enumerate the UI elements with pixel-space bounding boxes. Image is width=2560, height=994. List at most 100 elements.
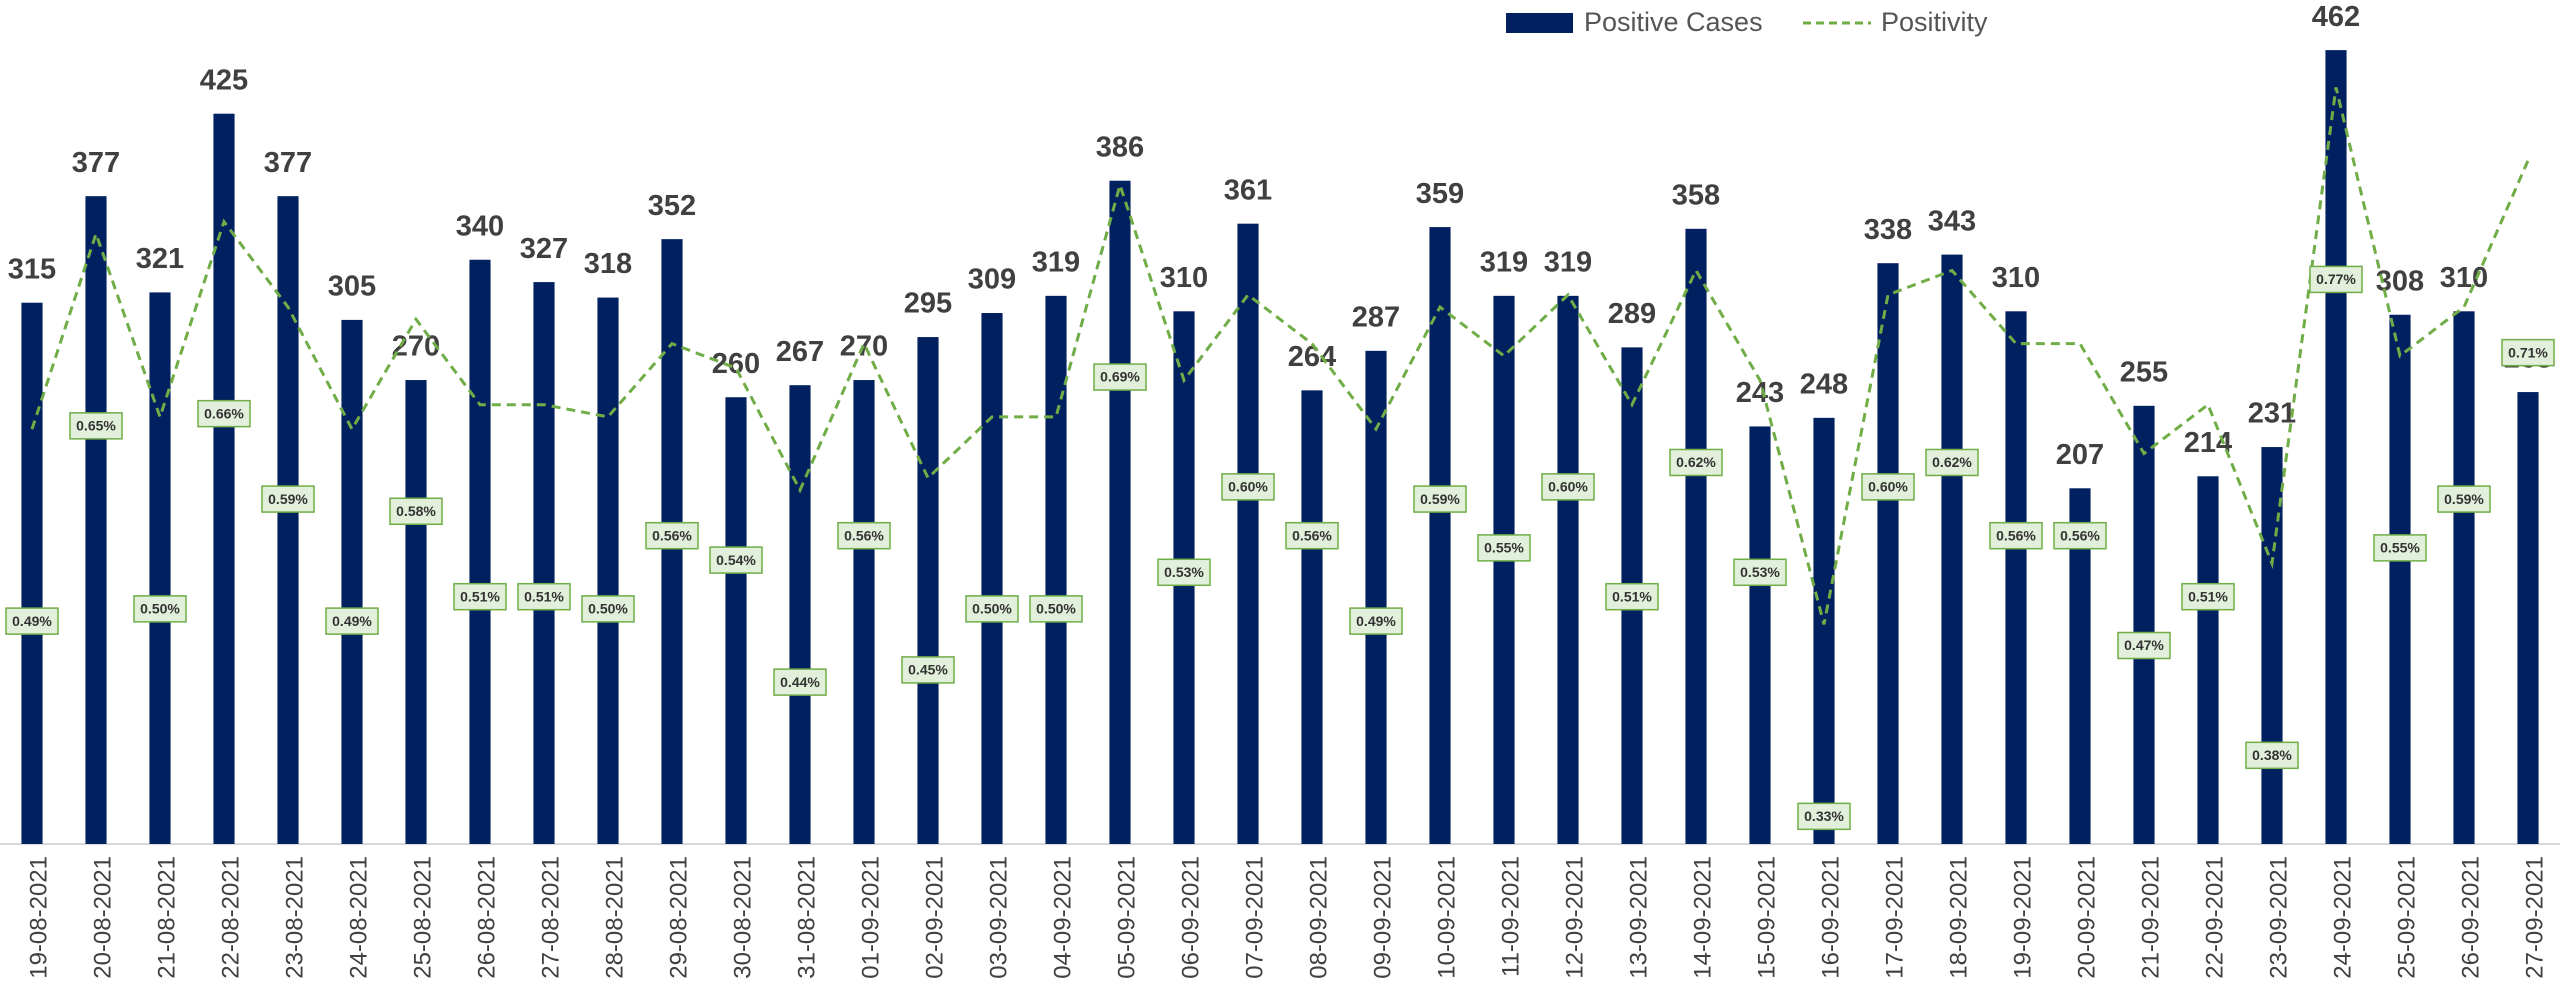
data-label: 0.56% xyxy=(1292,527,1332,543)
x-tick-label: 08-09-2021 xyxy=(1305,856,1332,979)
data-label-box xyxy=(2437,485,2491,513)
data-label-box xyxy=(837,521,891,550)
data-label-box xyxy=(2373,534,2427,562)
data-label-box xyxy=(197,399,251,428)
data-label: 0.51% xyxy=(1612,588,1652,604)
data-label-box xyxy=(1797,802,1851,831)
x-tick-label: 31-08-2021 xyxy=(793,856,820,979)
x-tick: 14-09-2021 xyxy=(1689,856,1716,979)
bar-label: 377 xyxy=(264,147,312,179)
bar xyxy=(341,319,363,844)
data-label: 0.53% xyxy=(1164,564,1204,580)
x-tick: 19-09-2021 xyxy=(2009,856,2036,979)
x-tick: 20-08-2021 xyxy=(89,856,116,979)
bar xyxy=(597,297,619,844)
bar xyxy=(789,385,811,844)
data-label: 0.60% xyxy=(1548,479,1588,495)
data-label: 0.59% xyxy=(1420,491,1460,507)
data-label: 0.60% xyxy=(1868,479,1908,495)
x-tick: 21-08-2021 xyxy=(153,856,180,979)
bar xyxy=(1941,254,1963,845)
bar-label: 231 xyxy=(2248,398,2296,430)
bar xyxy=(1749,426,1771,844)
bar xyxy=(21,302,43,844)
bar-label: 305 xyxy=(328,271,376,303)
data-label-box xyxy=(133,595,187,623)
data-label: 0.47% xyxy=(2124,637,2164,653)
bar xyxy=(149,292,171,845)
x-tick-label: 27-09-2021 xyxy=(2521,856,2548,979)
data-label: 0.53% xyxy=(1740,564,1780,580)
data-label: 0.50% xyxy=(1036,601,1076,617)
bar-label: 248 xyxy=(1800,369,1848,401)
data-label-box xyxy=(261,485,315,513)
data-label: 0.55% xyxy=(1484,540,1524,556)
x-tick-label: 29-08-2021 xyxy=(665,856,692,979)
x-tick-label: 12-09-2021 xyxy=(1561,856,1588,979)
data-label-box xyxy=(709,546,763,574)
x-tick: 26-08-2021 xyxy=(473,856,500,979)
x-tick-label: 11-09-2021 xyxy=(1497,856,1524,977)
bar xyxy=(405,380,427,844)
x-tick: 17-09-2021 xyxy=(1881,856,1908,979)
data-label-box xyxy=(1285,521,1339,550)
data-label: 0.55% xyxy=(2380,540,2420,556)
data-label: 0.59% xyxy=(268,491,308,507)
x-tick-label: 17-09-2021 xyxy=(1881,856,1908,979)
data-label-box xyxy=(773,668,827,696)
bar xyxy=(213,113,235,845)
data-label: 0.51% xyxy=(2188,588,2228,604)
data-label-box xyxy=(1541,473,1595,501)
bar xyxy=(2005,311,2027,844)
bar-label: 270 xyxy=(392,331,440,363)
data-label: 0.58% xyxy=(396,503,436,519)
x-tick: 09-09-2021 xyxy=(1369,856,1396,979)
bar-label: 295 xyxy=(904,288,952,320)
legend-label: Positivity xyxy=(1881,7,1988,37)
bar-label: 386 xyxy=(1096,131,1144,163)
x-tick: 25-09-2021 xyxy=(2393,856,2420,979)
data-label-box xyxy=(645,521,699,550)
x-tick: 08-09-2021 xyxy=(1305,856,1332,979)
x-tick-label: 20-09-2021 xyxy=(2073,856,2100,979)
data-label: 0.51% xyxy=(524,588,564,604)
bar-label: 319 xyxy=(1544,246,1592,278)
bar-label: 377 xyxy=(72,147,120,179)
data-label: 0.66% xyxy=(204,405,244,421)
bar-label: 340 xyxy=(456,210,504,242)
x-tick: 28-08-2021 xyxy=(601,856,628,979)
bar-label: 321 xyxy=(136,243,184,275)
data-label: 0.62% xyxy=(1932,454,1972,470)
bar-label: 310 xyxy=(1992,262,2040,294)
bar xyxy=(2197,476,2219,844)
x-tick-label: 26-08-2021 xyxy=(473,856,500,979)
x-tick: 04-09-2021 xyxy=(1049,856,1076,979)
data-label-box xyxy=(901,656,955,684)
data-label-box xyxy=(517,582,571,611)
x-tick: 02-09-2021 xyxy=(921,856,948,979)
data-label: 0.54% xyxy=(716,552,756,568)
bar-label: 289 xyxy=(1608,298,1656,330)
data-label: 0.44% xyxy=(780,674,820,690)
bar xyxy=(1237,223,1259,845)
bar-label: 361 xyxy=(1224,174,1272,206)
x-tick-label: 25-08-2021 xyxy=(409,856,436,979)
data-label: 0.56% xyxy=(844,527,884,543)
x-tick-label: 26-09-2021 xyxy=(2457,856,2484,979)
bar xyxy=(1813,417,1835,844)
data-label-box xyxy=(2181,582,2235,611)
x-tick: 30-08-2021 xyxy=(729,856,756,979)
bar-label: 319 xyxy=(1032,246,1080,278)
data-label-box xyxy=(2245,741,2299,770)
x-tick: 12-09-2021 xyxy=(1561,856,1588,979)
data-label-box xyxy=(453,582,507,611)
x-tick: 13-09-2021 xyxy=(1625,856,1652,979)
data-label: 0.56% xyxy=(2060,527,2100,543)
data-label: 0.56% xyxy=(652,527,692,543)
x-tick: 18-09-2021 xyxy=(1945,856,1972,979)
bar-label: 310 xyxy=(1160,262,1208,294)
x-tick-label: 04-09-2021 xyxy=(1049,856,1076,979)
data-label: 0.33% xyxy=(1804,808,1844,824)
data-label-box xyxy=(1733,558,1787,587)
bar xyxy=(2453,311,2475,844)
